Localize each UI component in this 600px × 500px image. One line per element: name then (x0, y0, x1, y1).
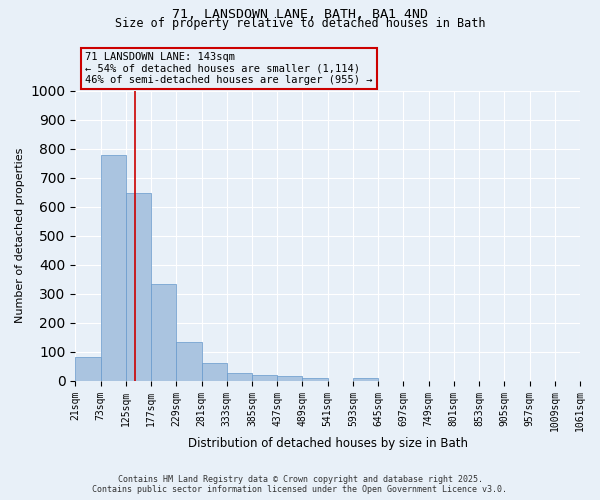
Bar (76, 356, 101, 380)
Bar (126, 193, 151, 380)
Text: 71 LANSDOWN LANE: 143sqm
← 54% of detached houses are smaller (1,114)
46% of sem: 71 LANSDOWN LANE: 143sqm ← 54% of detach… (85, 52, 373, 85)
Text: Contains HM Land Registry data © Crown copyright and database right 2025.
Contai: Contains HM Land Registry data © Crown c… (92, 475, 508, 494)
Bar (277, 376, 302, 380)
Bar (202, 362, 227, 380)
X-axis label: Distribution of detached houses by size in Bath: Distribution of detached houses by size … (188, 437, 468, 450)
Bar (227, 374, 252, 380)
Bar (176, 342, 202, 380)
Bar (101, 154, 126, 380)
Y-axis label: Number of detached properties: Number of detached properties (15, 148, 25, 324)
Text: 71, LANSDOWN LANE, BATH, BA1 4ND: 71, LANSDOWN LANE, BATH, BA1 4ND (172, 8, 428, 20)
Bar (151, 284, 176, 380)
Bar (252, 376, 277, 380)
Bar (353, 378, 378, 380)
Text: Size of property relative to detached houses in Bath: Size of property relative to detached ho… (115, 18, 485, 30)
Bar (302, 378, 328, 380)
